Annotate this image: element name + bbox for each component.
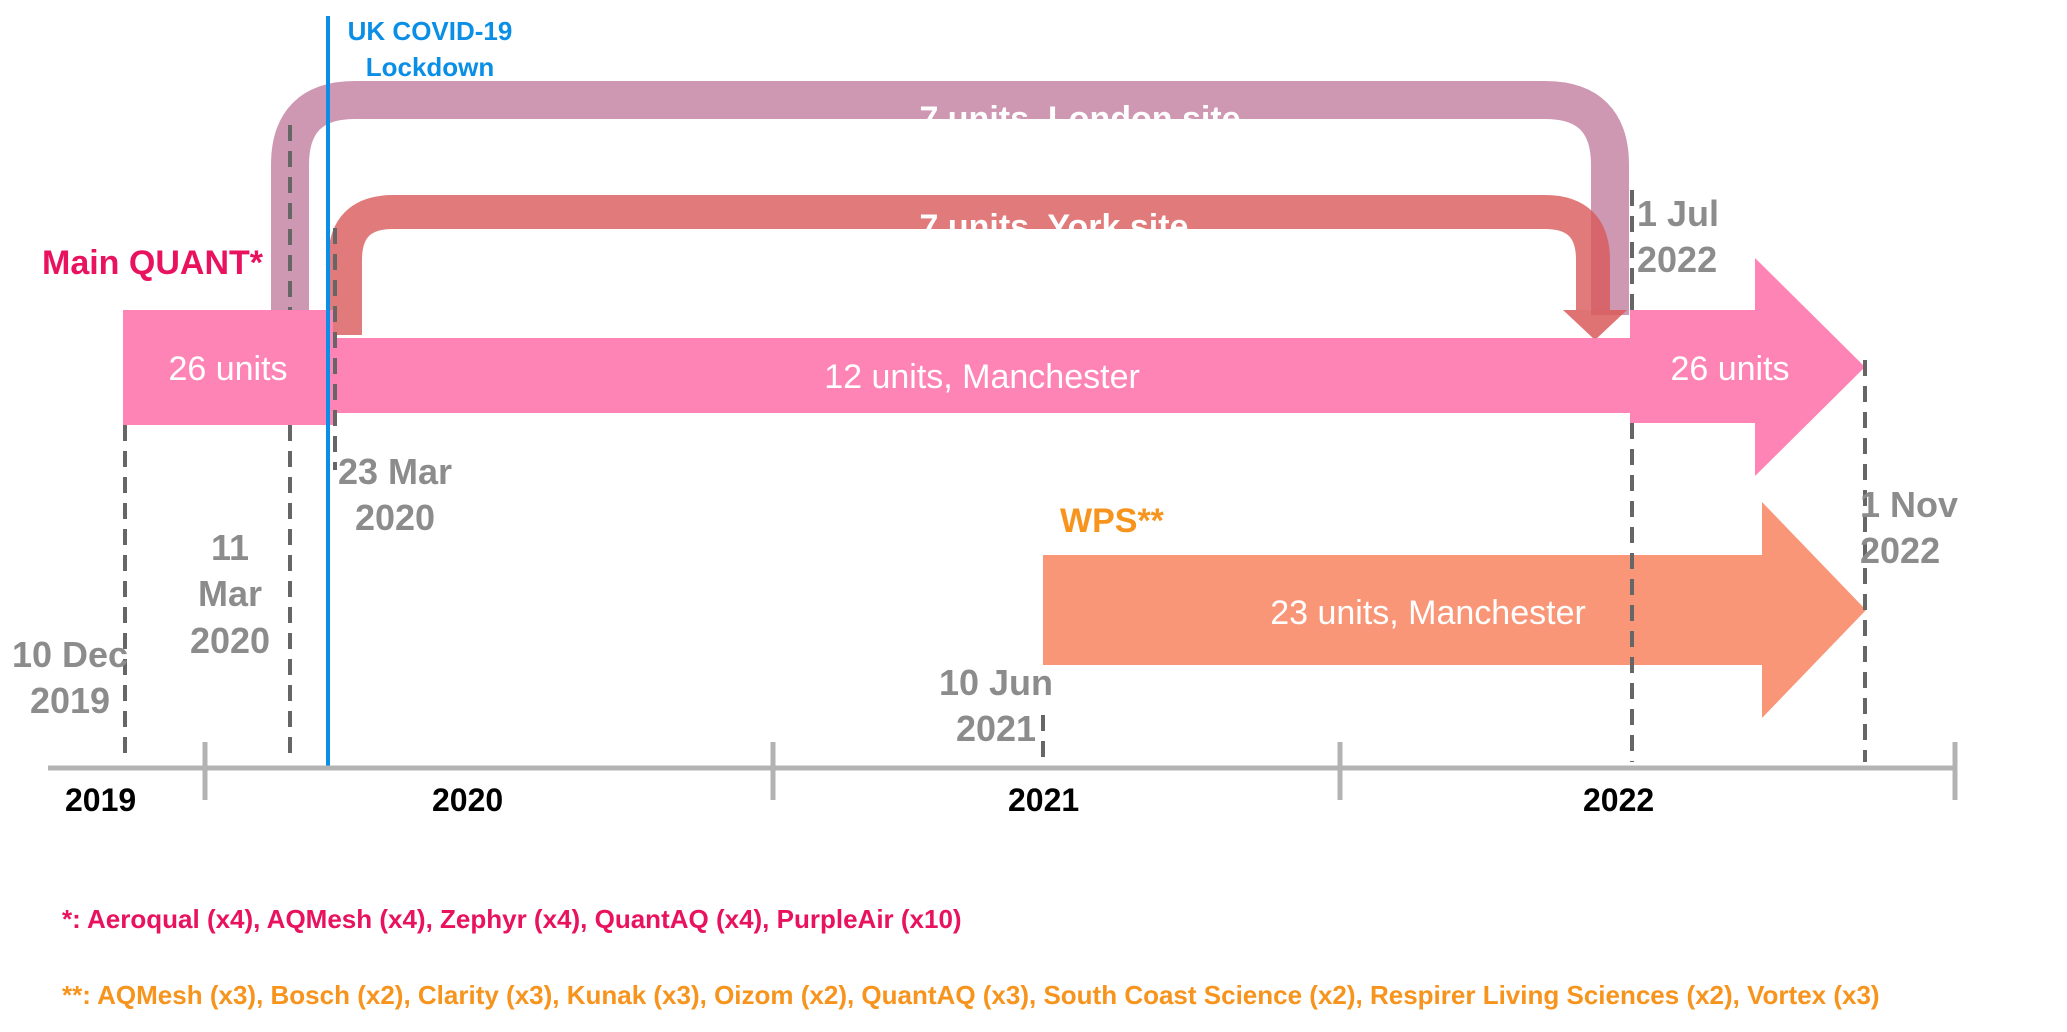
date-1nov2022-line1: 1 Nov xyxy=(1860,484,1958,525)
lockdown-label-line1: UK COVID-19 xyxy=(348,16,513,46)
date-10jun2021-line1: 10 Jun xyxy=(939,662,1053,703)
date-10dec2019-line2: 2019 xyxy=(30,680,110,721)
footnote-wps: **: AQMesh (x3), Bosch (x2), Clarity (x3… xyxy=(62,980,1880,1010)
london-arch xyxy=(271,81,1629,315)
manchester-bar-label: 12 units, Manchester xyxy=(824,358,1140,396)
date-23mar2020-line2: 2020 xyxy=(355,497,435,538)
year-2022: 2022 xyxy=(1583,782,1654,818)
year-2019: 2019 xyxy=(65,782,136,818)
date-markers xyxy=(123,125,1867,762)
date-1jul2022-line1: 1 Jul xyxy=(1637,193,1719,234)
date-10dec2019-line1: 10 Dec xyxy=(12,634,128,675)
lockdown-label-line2: Lockdown xyxy=(366,52,495,82)
date-1nov2022-line2: 2022 xyxy=(1860,530,1940,571)
york-arch xyxy=(328,195,1610,335)
york-arrow-head xyxy=(1563,310,1627,340)
date-1jul2022-line2: 2022 xyxy=(1637,239,1717,280)
main-manchester-bar xyxy=(333,338,1633,413)
wps-label: WPS** xyxy=(1060,502,1165,540)
wps-bar-label: 23 units, Manchester xyxy=(1270,594,1586,632)
date-11mar2020-line3: 2020 xyxy=(190,620,270,661)
main-start-bar xyxy=(123,310,333,425)
main-quant-label: Main QUANT* xyxy=(42,244,264,282)
year-2021: 2021 xyxy=(1008,782,1079,818)
date-10jun2021-line2: 2021 xyxy=(956,708,1036,749)
year-2020: 2020 xyxy=(432,782,503,818)
time-axis xyxy=(48,742,1958,800)
footnote-main-quant: *: Aeroqual (x4), AQMesh (x4), Zephyr (x… xyxy=(62,904,962,934)
date-11mar2020-line2: Mar xyxy=(198,573,262,614)
main-end-arrow xyxy=(1630,258,1865,476)
wps-arrow xyxy=(1043,502,1866,718)
date-11mar2020-line1: 11 xyxy=(211,527,249,568)
date-23mar2020-line1: 23 Mar xyxy=(338,451,452,492)
main-end-label: 26 units xyxy=(1670,350,1789,388)
london-bar-label: 7 units, London site xyxy=(919,100,1240,138)
main-start-label: 26 units xyxy=(168,350,287,388)
york-bar-label: 7 units, York site xyxy=(920,208,1189,246)
